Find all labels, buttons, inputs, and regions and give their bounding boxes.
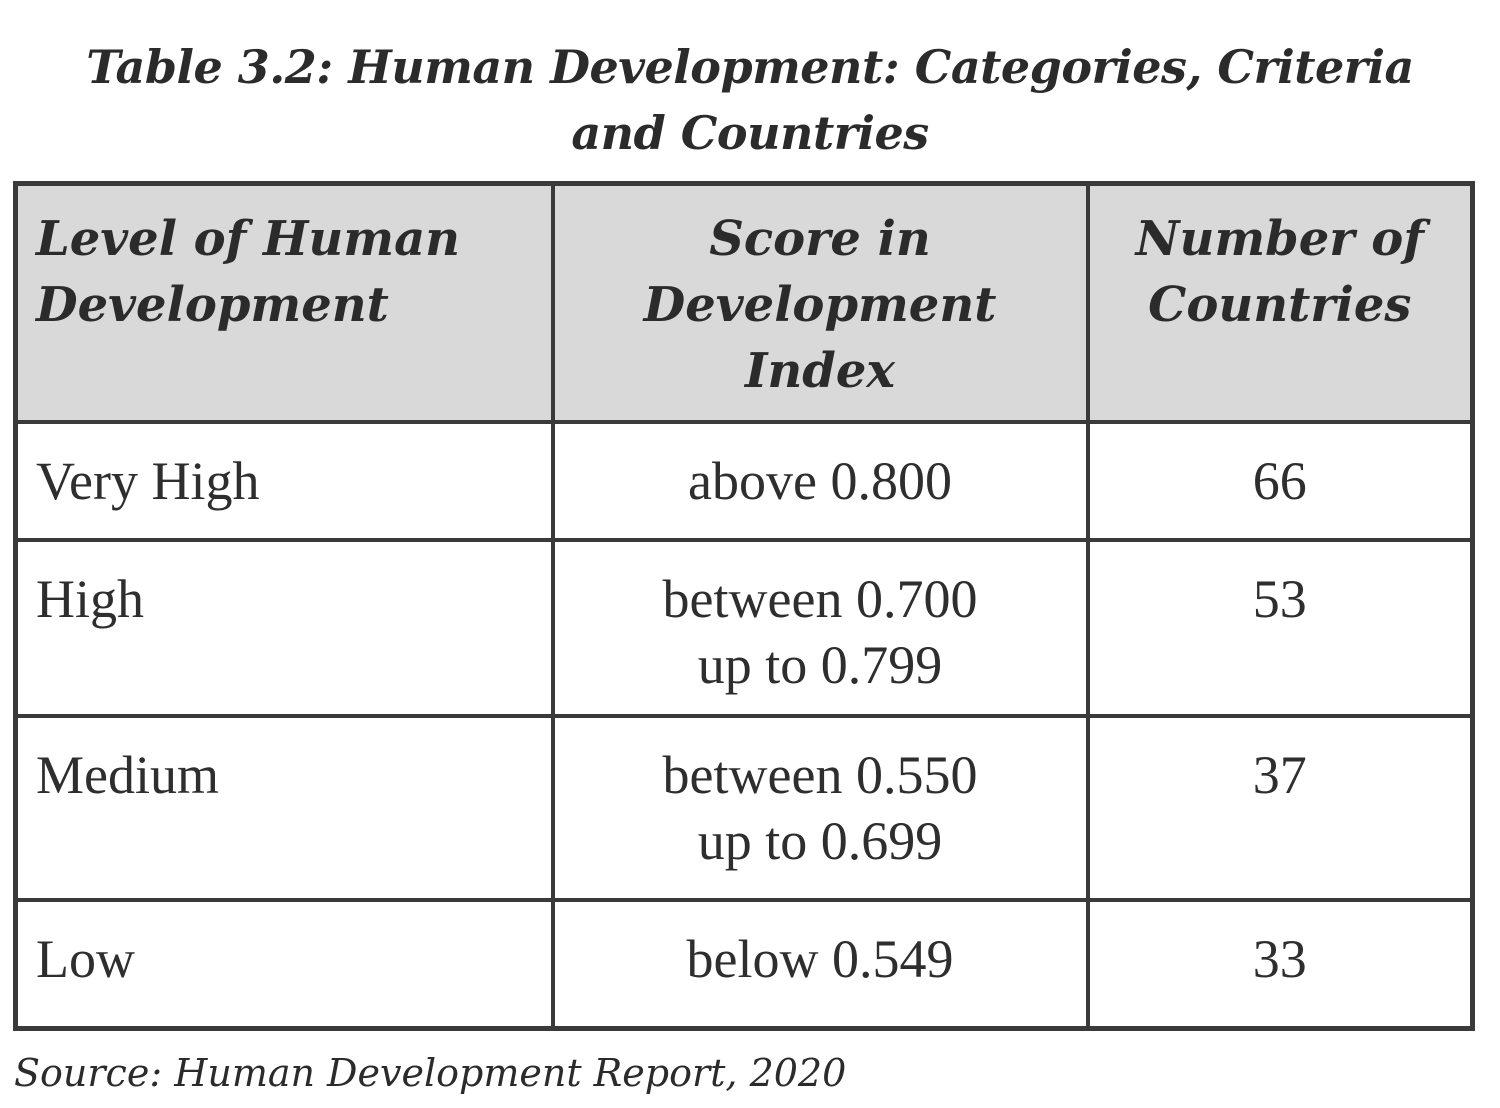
table-row: High between 0.700 up to 0.799 53 [13,538,1475,718]
cell-level: High [13,538,555,718]
header-text: Countries [1148,277,1412,333]
cell-score: between 0.550 up to 0.699 [550,714,1090,902]
table-row: Medium between 0.550 up to 0.699 37 [13,714,1475,902]
header-text: Number of [1135,211,1424,267]
cell-score: between 0.700 up to 0.799 [550,538,1090,718]
header-score-in-hdi: Score in Development Index [550,181,1090,424]
table-title-line-1: Table 3.2: Human Development: Categories… [86,40,1414,94]
cell-score-text: above 0.800 [688,451,952,511]
cell-score-text: up to 0.699 [697,811,943,871]
cell-countries: 66 [1085,420,1475,542]
cell-score-text: up to 0.799 [697,635,943,695]
header-level-of-development: Level of Human Development [13,181,555,424]
cell-countries: 53 [1085,538,1475,718]
table-row: Very High above 0.800 66 [13,420,1475,542]
header-number-of-countries: Number of Countries [1085,181,1475,424]
cell-level: Very High [13,420,555,542]
hdi-categories-table: Level of Human Development Score in Deve… [13,181,1475,1031]
table-title: Table 3.2: Human Development: Categories… [0,34,1500,166]
header-text: Development [36,277,389,333]
table-row: Low below 0.549 33 [13,898,1475,1030]
cell-score: below 0.549 [550,898,1090,1030]
table-title-line-2: and Countries [571,106,929,160]
cell-score-text: between 0.550 [662,745,978,805]
cell-countries: 37 [1085,714,1475,902]
header-text: Level of Human [36,211,461,267]
source-note: Source: Human Development Report, 2020 [14,1051,847,1095]
cell-countries: 33 [1085,898,1475,1030]
header-text: Index [744,343,896,399]
cell-level: Medium [13,714,555,902]
cell-level: Low [13,898,555,1030]
cell-score: above 0.800 [550,420,1090,542]
header-text: Development [643,277,997,333]
cell-score-text: between 0.700 [662,569,978,629]
cell-score-text: below 0.549 [686,929,954,989]
table-header-row: Level of Human Development Score in Deve… [13,181,1475,424]
header-text: Score in [709,211,931,267]
